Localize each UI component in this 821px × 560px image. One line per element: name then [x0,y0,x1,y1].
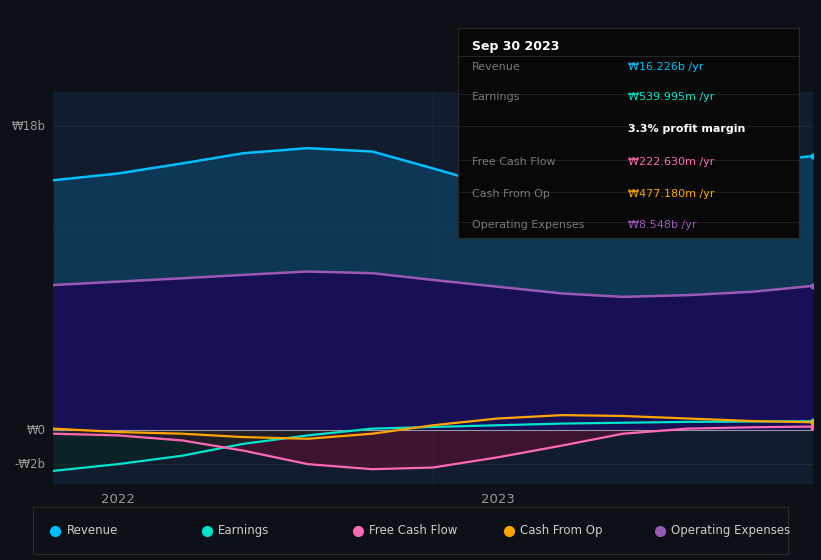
Text: Revenue: Revenue [472,62,521,72]
Text: Cash From Op: Cash From Op [520,524,603,537]
Text: ₩16.226b /yr: ₩16.226b /yr [629,62,704,72]
Text: -₩2b: -₩2b [15,458,46,470]
Text: Revenue: Revenue [67,524,118,537]
Text: ₩477.180m /yr: ₩477.180m /yr [629,189,715,199]
Text: Free Cash Flow: Free Cash Flow [472,157,555,167]
Text: Earnings: Earnings [218,524,269,537]
Text: ₩222.630m /yr: ₩222.630m /yr [629,157,715,167]
Text: Operating Expenses: Operating Expenses [671,524,791,537]
Text: ₩8.548b /yr: ₩8.548b /yr [629,220,697,230]
Text: 3.3% profit margin: 3.3% profit margin [629,124,745,133]
Text: ₩0: ₩0 [27,424,46,437]
Text: Sep 30 2023: Sep 30 2023 [472,40,559,53]
Text: ₩18b: ₩18b [11,120,46,133]
Text: Cash From Op: Cash From Op [472,189,549,199]
Text: Earnings: Earnings [472,92,521,102]
Text: Operating Expenses: Operating Expenses [472,220,584,230]
Text: Free Cash Flow: Free Cash Flow [369,524,457,537]
Text: ₩539.995m /yr: ₩539.995m /yr [629,92,715,102]
